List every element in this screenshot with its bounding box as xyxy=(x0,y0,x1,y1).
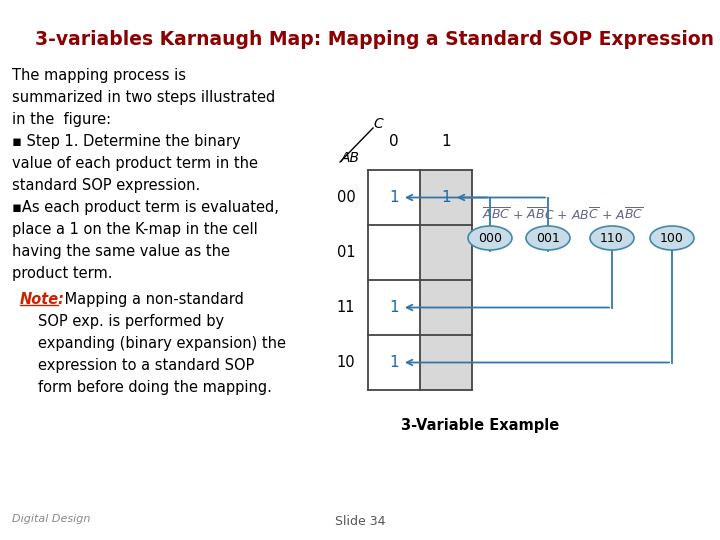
Text: 3-Variable Example: 3-Variable Example xyxy=(401,418,559,433)
Text: Mapping a non-standard: Mapping a non-standard xyxy=(60,292,244,307)
Text: 1: 1 xyxy=(390,355,399,370)
Text: 3-variables Karnaugh Map: Mapping a Standard SOP Expression: 3-variables Karnaugh Map: Mapping a Stan… xyxy=(35,30,714,49)
Bar xyxy=(420,170,472,390)
Ellipse shape xyxy=(526,226,570,250)
Text: 110: 110 xyxy=(600,232,624,245)
Text: Digital Design: Digital Design xyxy=(12,514,91,524)
Text: 000: 000 xyxy=(478,232,502,245)
Text: ▪ Step 1. Determine the binary: ▪ Step 1. Determine the binary xyxy=(12,134,240,149)
Text: 00: 00 xyxy=(337,190,356,205)
Text: summarized in two steps illustrated: summarized in two steps illustrated xyxy=(12,90,275,105)
Text: ▪As each product term is evaluated,: ▪As each product term is evaluated, xyxy=(12,200,279,215)
Ellipse shape xyxy=(650,226,694,250)
Text: 10: 10 xyxy=(337,355,355,370)
Ellipse shape xyxy=(590,226,634,250)
Text: form before doing the mapping.: form before doing the mapping. xyxy=(38,380,272,395)
Text: AB: AB xyxy=(341,151,359,165)
Text: 11: 11 xyxy=(337,300,355,315)
Text: C: C xyxy=(373,117,383,131)
Text: 01: 01 xyxy=(337,245,355,260)
Text: SOP exp. is performed by: SOP exp. is performed by xyxy=(38,314,224,329)
Text: The mapping process is: The mapping process is xyxy=(12,68,186,83)
Text: Slide 34: Slide 34 xyxy=(335,515,385,528)
Text: 1: 1 xyxy=(441,190,451,205)
Text: 1: 1 xyxy=(390,300,399,315)
Text: 0: 0 xyxy=(390,134,399,150)
Text: Note:: Note: xyxy=(20,292,65,307)
Text: 1: 1 xyxy=(390,190,399,205)
Text: standard SOP expression.: standard SOP expression. xyxy=(12,178,200,193)
Text: product term.: product term. xyxy=(12,266,112,281)
Text: place a 1 on the K-map in the cell: place a 1 on the K-map in the cell xyxy=(12,222,258,237)
Text: having the same value as the: having the same value as the xyxy=(12,244,230,259)
Text: 001: 001 xyxy=(536,232,560,245)
Text: $\overline{A}\overline{B}\overline{C}$ + $\overline{A}\overline{B}C$ + $AB\overl: $\overline{A}\overline{B}\overline{C}$ +… xyxy=(482,207,644,223)
Text: value of each product term in the: value of each product term in the xyxy=(12,156,258,171)
Text: expanding (binary expansion) the: expanding (binary expansion) the xyxy=(38,336,286,351)
Text: expression to a standard SOP: expression to a standard SOP xyxy=(38,358,254,373)
Text: 100: 100 xyxy=(660,232,684,245)
Ellipse shape xyxy=(468,226,512,250)
Text: in the  figure:: in the figure: xyxy=(12,112,111,127)
Text: 1: 1 xyxy=(441,134,451,150)
